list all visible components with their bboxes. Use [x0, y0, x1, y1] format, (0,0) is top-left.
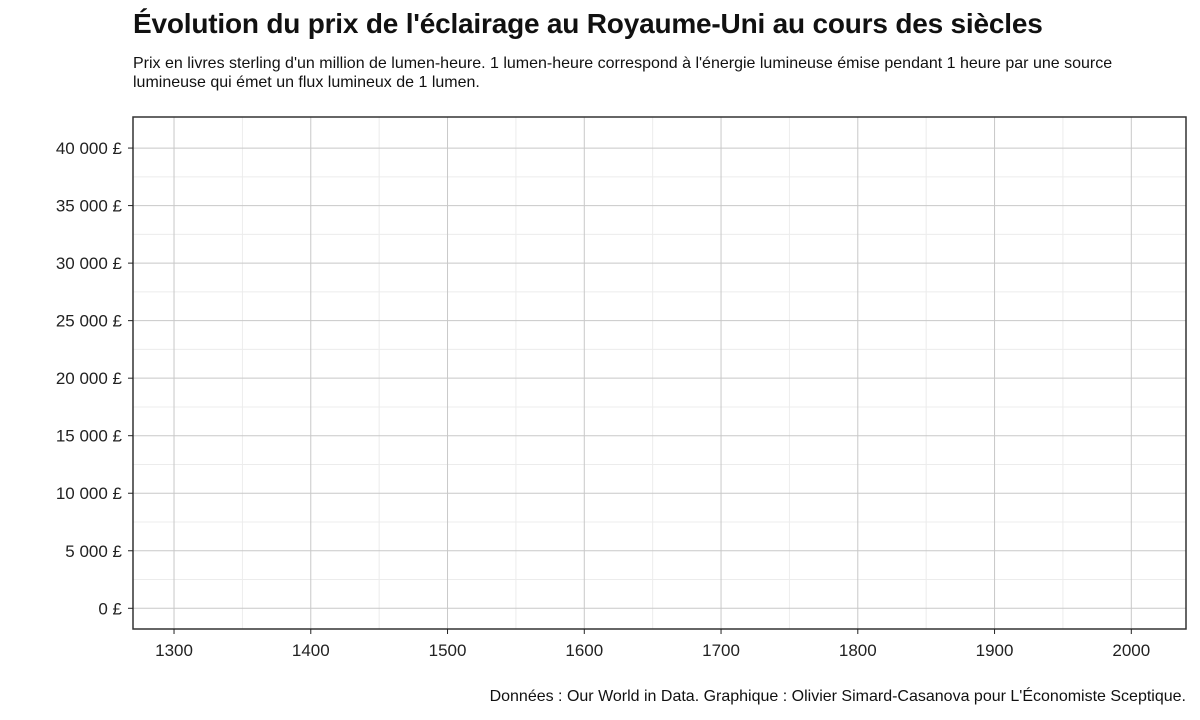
x-tick-label: 1300 [155, 641, 193, 660]
chart-title: Évolution du prix de l'éclairage au Roya… [133, 8, 1043, 39]
x-tick-label: 1700 [702, 641, 740, 660]
x-tick-label: 1600 [565, 641, 603, 660]
y-tick-label: 20 000 £ [56, 369, 123, 388]
y-tick-label: 0 £ [98, 599, 122, 618]
y-tick-label: 30 000 £ [56, 254, 123, 273]
y-tick-label: 40 000 £ [56, 139, 123, 158]
y-tick-label: 15 000 £ [56, 427, 123, 446]
plot-panel [132, 116, 1187, 630]
x-tick-label: 2000 [1112, 641, 1150, 660]
y-tick-label: 5 000 £ [65, 542, 122, 561]
chart-subtitle: Prix en livres sterling d'un million de … [133, 55, 1113, 91]
x-tick-label: 1800 [839, 641, 877, 660]
y-tick-label: 10 000 £ [56, 484, 123, 503]
y-tick-label: 35 000 £ [56, 197, 123, 216]
chart-caption: Données : Our World in Data. Graphique :… [489, 688, 1186, 705]
x-tick-label: 1900 [976, 641, 1014, 660]
y-tick-label: 25 000 £ [56, 312, 123, 331]
x-tick-label: 1500 [429, 641, 467, 660]
x-tick-label: 1400 [292, 641, 330, 660]
